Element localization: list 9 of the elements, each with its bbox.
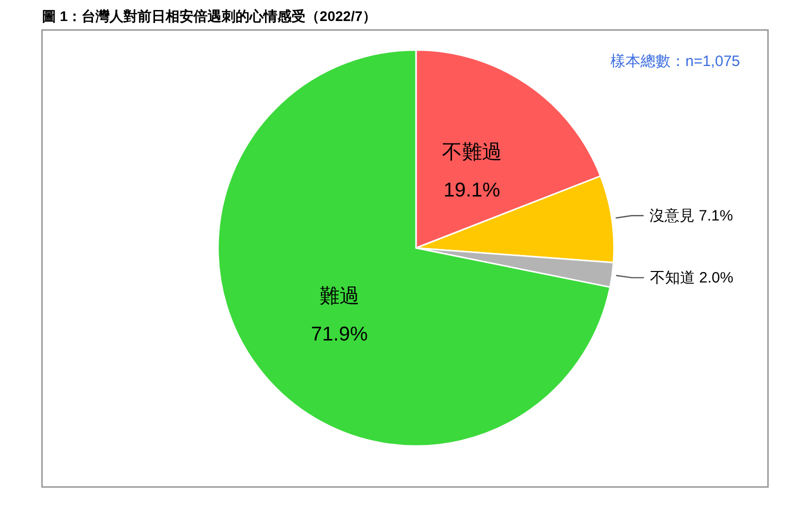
text: 樣本總數：n=1,075 <box>610 53 740 70</box>
data-label: 19.1% <box>443 179 500 202</box>
pie-slice <box>217 49 611 447</box>
slice-label: 沒意見 7.1% <box>650 208 733 225</box>
chart-title: 圖 1：台灣人對前日相安倍遇刺的心情感受（2022/7） <box>42 8 376 24</box>
data-label: 71.9% <box>311 324 368 346</box>
slice-label: 不知道 2.0% <box>650 270 734 287</box>
slice-label: 不難過 <box>442 141 502 164</box>
slice-label: 難過 <box>319 286 360 308</box>
